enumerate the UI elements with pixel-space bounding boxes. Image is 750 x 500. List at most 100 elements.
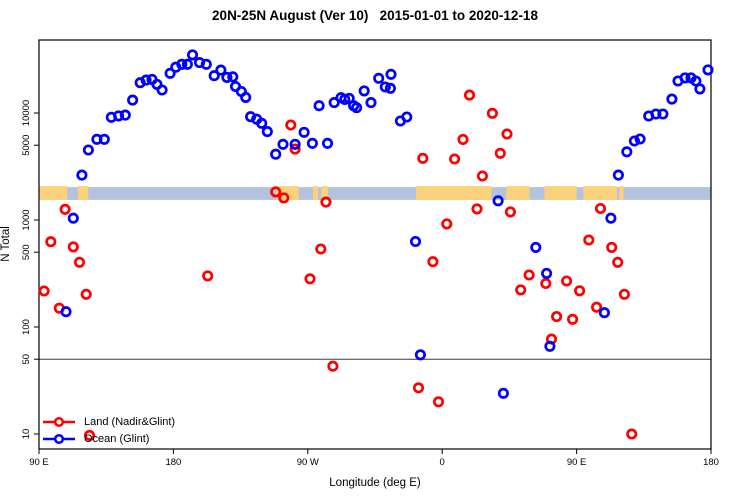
data-point-ocean: [98, 133, 110, 145]
data-point-ocean: [208, 70, 220, 82]
x-tick-label: 180: [165, 457, 181, 468]
data-point-land: [501, 128, 513, 140]
data-point-land: [594, 202, 607, 215]
data-point-ocean: [679, 72, 691, 84]
y-tick-label: 10000: [21, 100, 32, 126]
data-point-land: [476, 170, 488, 182]
data-point-land: [626, 428, 638, 440]
data-point-land: [561, 275, 573, 287]
data-point-ocean: [414, 349, 426, 361]
data-point-ocean: [605, 212, 617, 224]
data-point-land: [45, 236, 57, 248]
data-point-land: [67, 241, 79, 253]
ocean-series: [60, 49, 714, 399]
data-point-ocean: [628, 135, 640, 147]
data-point-ocean: [113, 110, 125, 122]
data-point-land: [463, 89, 476, 101]
map-strip-land: [583, 186, 617, 200]
data-point-ocean: [140, 74, 152, 86]
data-point-land: [73, 256, 86, 268]
plot-box: [38, 39, 712, 450]
data-point-land: [278, 192, 290, 204]
data-point-land: [494, 147, 506, 159]
legend-item-ocean: Ocean (Glint): [42, 430, 175, 447]
map-strip-land: [619, 186, 624, 200]
data-point-ocean: [409, 235, 422, 248]
data-point-land: [486, 107, 498, 119]
legend-swatch-ocean-icon: [43, 433, 75, 444]
legend: Land (Nadir&Glint) Ocean (Glint): [42, 413, 175, 447]
x-tick-label: 90 W: [297, 457, 319, 468]
data-point-land: [327, 360, 339, 372]
data-point-ocean: [289, 138, 301, 150]
data-point-land: [412, 382, 425, 394]
data-point-land: [270, 186, 282, 198]
data-point-ocean: [379, 81, 391, 93]
y-tick-label: 50: [21, 354, 32, 365]
data-point-ocean: [634, 133, 646, 145]
data-point-land: [427, 256, 439, 268]
data-point-land: [612, 256, 624, 268]
data-point-ocean: [156, 84, 168, 96]
y-tick-label: 5000: [21, 135, 32, 156]
data-point-ocean: [60, 306, 72, 318]
data-point-ocean: [321, 137, 334, 149]
data-point-land: [38, 285, 50, 297]
data-point-ocean: [530, 241, 542, 253]
data-point-ocean: [277, 138, 289, 150]
data-point-ocean: [365, 97, 377, 109]
data-point-ocean: [164, 67, 176, 79]
legend-item-land: Land (Nadir&Glint): [42, 413, 175, 430]
data-point-land: [606, 241, 618, 253]
data-point-land: [285, 119, 297, 131]
map-strip-land: [321, 186, 328, 200]
data-point-land: [567, 313, 579, 325]
data-point-ocean: [401, 111, 413, 123]
data-point-ocean: [67, 212, 79, 224]
data-point-land: [457, 133, 469, 145]
data-point-land: [449, 153, 461, 165]
chart-title: 20N-25N August (Ver 10) 2015-01-01 to 20…: [212, 8, 538, 23]
data-point-land: [315, 243, 327, 255]
data-point-land: [504, 206, 516, 218]
data-point-ocean: [544, 340, 556, 352]
data-point-land: [583, 234, 595, 246]
data-point-land: [80, 288, 92, 300]
data-point-ocean: [270, 148, 282, 160]
map-strip-land: [313, 186, 319, 200]
data-point-land: [83, 429, 96, 441]
y-axis: 10 50 100 500 1000 5000 10000: [21, 100, 39, 439]
map-strip-land: [506, 186, 530, 200]
data-point-ocean: [694, 83, 706, 95]
data-point-ocean: [256, 117, 268, 129]
data-point-ocean: [200, 58, 212, 70]
data-point-ocean: [650, 108, 662, 120]
x-tick-label: 90 E: [29, 457, 49, 468]
map-strip-ocean: [39, 187, 711, 200]
y-tick-label: 500: [21, 244, 32, 260]
data-point-ocean: [227, 71, 239, 83]
world-map-strip: [39, 186, 711, 200]
land-series: [38, 89, 638, 441]
data-point-land: [591, 301, 603, 313]
data-point-ocean: [186, 49, 199, 61]
y-axis-label: N Total: [0, 226, 12, 262]
y-tick-label: 100: [21, 319, 32, 335]
data-point-ocean: [492, 195, 504, 207]
data-point-ocean: [358, 85, 370, 97]
data-point-ocean: [261, 126, 273, 138]
x-axis-label: Longitude (deg E): [329, 477, 421, 489]
x-tick-label: 90 E: [567, 457, 587, 468]
data-point-ocean: [119, 109, 131, 121]
data-point-land: [574, 285, 586, 297]
data-point-land: [540, 277, 552, 290]
data-point-land: [618, 288, 630, 300]
map-strip-land: [544, 186, 577, 200]
data-point-ocean: [385, 68, 397, 80]
data-point-ocean: [298, 126, 310, 138]
data-point-ocean: [351, 102, 363, 114]
data-point-ocean: [384, 82, 396, 94]
data-point-land: [441, 218, 453, 230]
data-point-ocean: [541, 267, 553, 279]
